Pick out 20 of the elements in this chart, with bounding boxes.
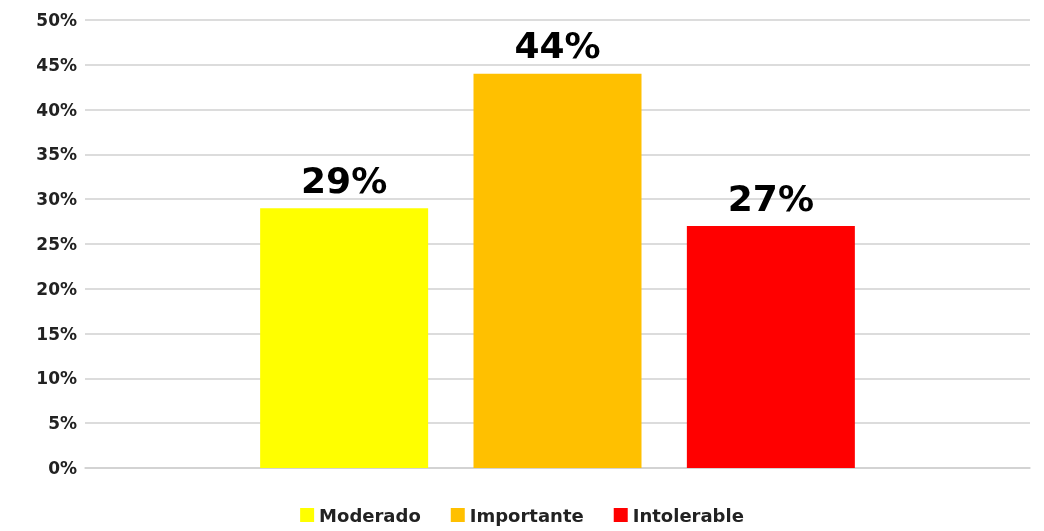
legend-label: Intolerable	[632, 504, 744, 526]
y-tick-label: 35%	[36, 144, 77, 165]
text: 27%	[727, 177, 814, 219]
y-tick-label: 25%	[36, 234, 77, 254]
legend-label: Moderado	[319, 504, 421, 526]
y-tick-label: 30%	[36, 189, 77, 210]
y-tick-label: 20%	[36, 278, 77, 299]
y-tick-label: 50%	[36, 10, 77, 30]
y-tick-label: 0%	[48, 458, 77, 478]
y-tick-label: 40%	[36, 99, 77, 120]
text: 29%	[301, 159, 388, 201]
y-tick-label: 15%	[36, 323, 77, 344]
text: 44%	[514, 25, 601, 67]
y-tick-label: 10%	[36, 368, 77, 389]
y-tick-label: 5%	[48, 413, 77, 434]
bar	[260, 208, 429, 468]
legend-label: Importante	[469, 504, 584, 526]
bar	[686, 226, 855, 468]
bar	[473, 73, 642, 468]
y-tick-label: 45%	[36, 54, 77, 75]
